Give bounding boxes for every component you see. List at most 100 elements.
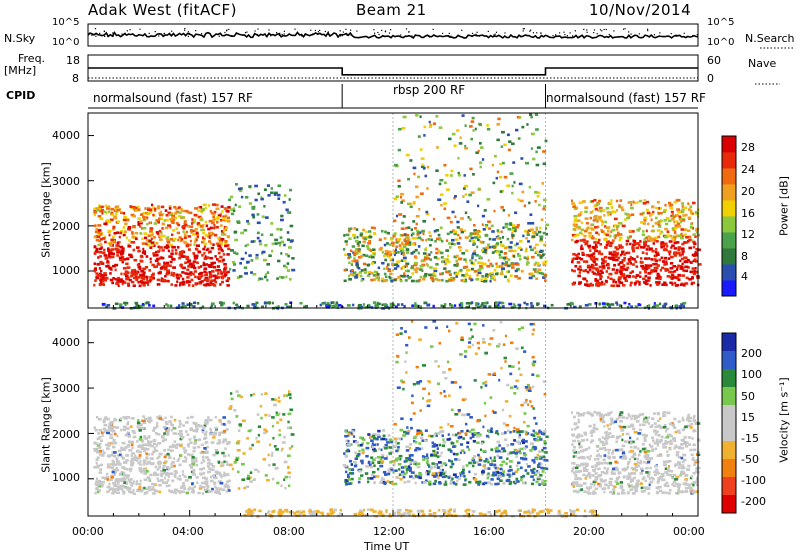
- noise-search-point: [677, 35, 679, 37]
- power-echo-cell: [111, 235, 115, 239]
- power-echo-cell: [271, 249, 274, 253]
- power-echo-cell: [585, 254, 590, 257]
- power-echo-cell: [98, 283, 102, 287]
- velocity-echo-cell: [530, 433, 534, 437]
- power-echo-cell: [469, 125, 473, 128]
- power-echo-cell: [178, 211, 182, 215]
- power-echo-cell: [588, 254, 592, 258]
- velocity-echo-cell: [359, 443, 363, 447]
- power-echo-cell: [440, 304, 443, 308]
- power-echo-cell: [647, 239, 651, 242]
- velocity-echo-cell: [516, 480, 520, 483]
- power-echo-cell: [613, 210, 617, 214]
- power-echo-cell: [149, 276, 154, 279]
- power-echo-cell: [123, 258, 127, 261]
- noise-search-point: [588, 35, 591, 37]
- power-echo-cell: [220, 303, 223, 307]
- power-echo-cell: [607, 201, 611, 205]
- power-echo-cell: [635, 274, 639, 277]
- velocity-echo-cell: [538, 462, 542, 466]
- velocity-echo-cell: [515, 379, 519, 383]
- power-echo-cell: [158, 213, 163, 217]
- velocity-echo-cell: [163, 461, 167, 465]
- velocity-echo-cell: [203, 424, 207, 428]
- noise-search-point: [405, 28, 408, 30]
- power-echo-cell: [501, 262, 504, 265]
- power-echo-cell: [633, 242, 636, 246]
- noise-search-point: [218, 35, 220, 37]
- power-echo-cell: [647, 222, 650, 226]
- velocity-echo-cell: [235, 458, 239, 462]
- power-echo-cell: [202, 237, 206, 241]
- velocity-echo-cell: [100, 439, 103, 442]
- velocity-echo-cell: [441, 472, 446, 475]
- power-echo-cell: [180, 238, 184, 241]
- velocity-echo-cell: [441, 475, 446, 479]
- velocity-echo-cell: [437, 476, 440, 480]
- power-echo-cell: [103, 222, 107, 226]
- power-echo-cell: [578, 271, 581, 274]
- velocity-echo-cell: [222, 416, 226, 419]
- velocity-echo-cell: [176, 489, 180, 493]
- power-echo-cell: [651, 205, 655, 209]
- velocity-echo-cell: [523, 420, 526, 424]
- velocity-echo-cell: [468, 461, 472, 465]
- velocity-echo-cell: [484, 380, 488, 384]
- velocity-echo-cell: [100, 485, 104, 488]
- velocity-echo-cell: [432, 320, 437, 323]
- velocity-echo-cell: [212, 436, 216, 439]
- power-echo-cell: [494, 304, 498, 307]
- velocity-echo-cell: [477, 463, 482, 466]
- velocity-echo-cell: [369, 435, 373, 439]
- power-echo-cell: [482, 262, 487, 266]
- power-echo-cell: [400, 259, 404, 262]
- power-echo-cell: [257, 192, 261, 196]
- power-echo-cell: [573, 220, 578, 223]
- velocity-echo-cell: [255, 436, 258, 440]
- power-echo-cell: [250, 259, 254, 262]
- power-echo-cell: [120, 249, 125, 253]
- velocity-echo-cell: [459, 353, 463, 356]
- power-echo-cell: [525, 257, 529, 261]
- noise-search-point: [613, 30, 615, 32]
- velocity-echo-cell: [142, 427, 145, 430]
- power-echo-cell: [134, 209, 139, 212]
- power-echo-cell: [472, 129, 475, 132]
- power-echo-cell: [210, 211, 214, 215]
- noise-search-point: [378, 33, 380, 36]
- velocity-echo-cell: [199, 468, 203, 471]
- power-echo-cell: [179, 251, 182, 254]
- power-echo-cell: [597, 233, 600, 236]
- noise-search-point: [529, 30, 531, 32]
- velocity-echo-cell: [110, 428, 113, 431]
- power-echo-cell: [476, 274, 479, 277]
- velocity-echo-cell: [238, 423, 243, 426]
- power-echo-cell: [230, 208, 234, 211]
- velocity-echo-cell: [510, 443, 515, 446]
- velocity-echo-cell: [179, 454, 183, 457]
- power-echo-cell: [183, 232, 186, 236]
- power-echo-cell: [229, 267, 232, 271]
- power-echo-cell: [123, 272, 127, 276]
- power-echo-cell: [187, 265, 191, 268]
- noise-search-point: [603, 28, 605, 31]
- power-echo-cell: [115, 282, 119, 285]
- velocity-echo-cell: [113, 451, 117, 454]
- velocity-echo-cell: [533, 431, 538, 435]
- power-echo-cell: [100, 281, 103, 284]
- velocity-echo-cell: [413, 460, 418, 464]
- velocity-echo-cell: [136, 425, 139, 429]
- power-echo-cell: [403, 233, 407, 236]
- nave-label: Nave: [748, 57, 777, 70]
- power-echo-cell: [683, 228, 688, 231]
- power-echo-cell: [175, 222, 179, 225]
- power-echo-cell: [384, 275, 388, 279]
- velocity-echo-cell: [408, 446, 412, 450]
- velocity-echo-cell: [252, 392, 256, 396]
- power-echo-cell: [595, 284, 599, 287]
- velocity-echo-cell: [478, 456, 482, 460]
- velocity-echo-cell: [415, 365, 419, 369]
- velocity-echo-cell: [518, 367, 521, 371]
- power-echo-cell: [261, 305, 264, 309]
